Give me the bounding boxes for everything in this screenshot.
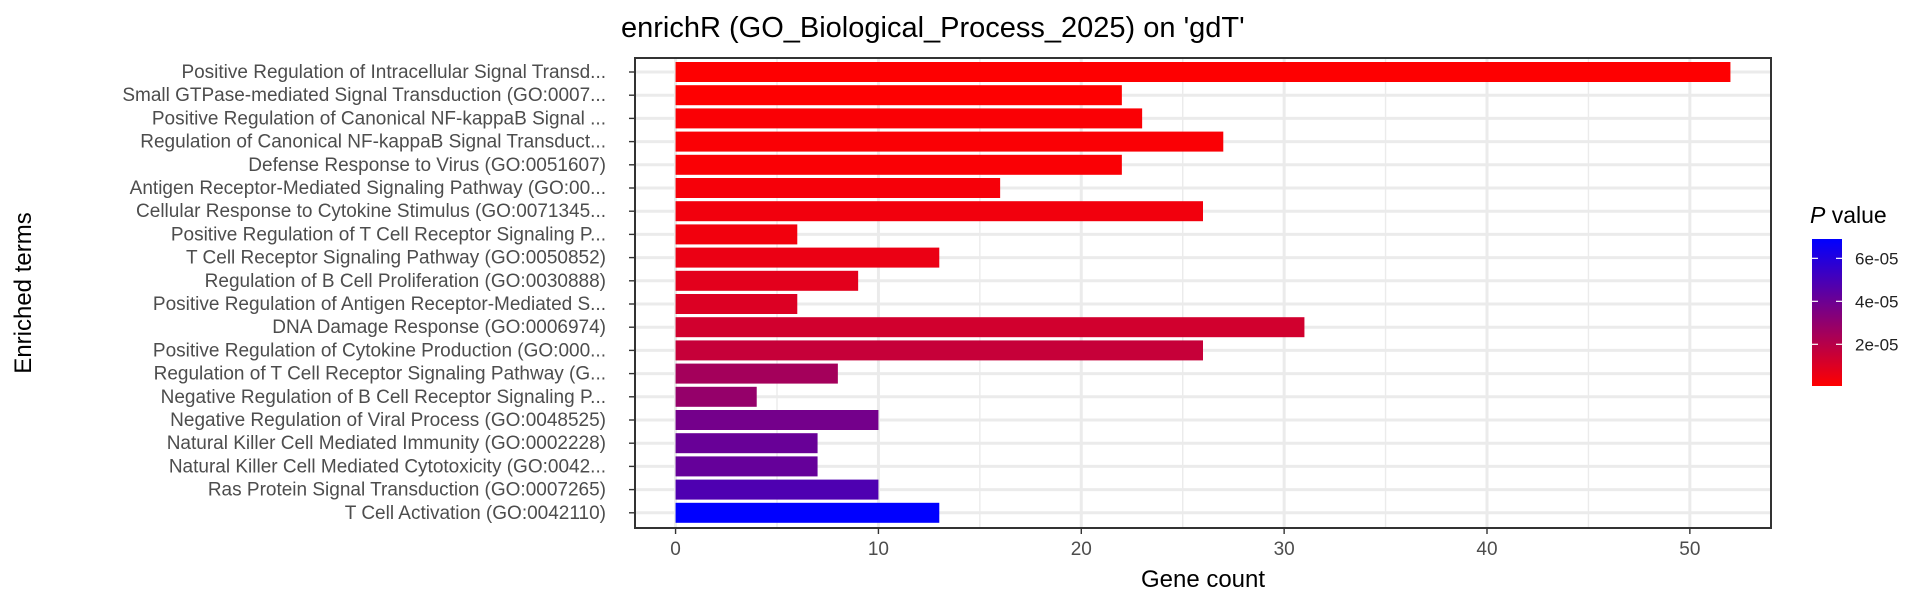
y-tick-label: Defense Response to Virus (GO:0051607): [248, 155, 606, 176]
bar: [675, 386, 757, 407]
y-tick-label: Positive Regulation of Intracellular Sig…: [181, 62, 606, 83]
y-tick-label: Natural Killer Cell Mediated Cytotoxicit…: [169, 456, 606, 477]
y-tick-label: Natural Killer Cell Mediated Immunity (G…: [167, 433, 606, 454]
legend-label: 2e-05: [1855, 335, 1898, 354]
y-tick-label: T Cell Activation (GO:0042110): [345, 503, 606, 524]
chart-title: enrichR (GO_Biological_Process_2025) on …: [621, 12, 1245, 44]
y-tick-label: Regulation of T Cell Receptor Signaling …: [154, 364, 606, 385]
bar: [675, 224, 798, 245]
legend-label: 6e-05: [1855, 249, 1898, 268]
bar: [675, 340, 1203, 361]
legend-ticks: [1812, 257, 1842, 345]
bar: [675, 154, 1122, 175]
legend-title-rest: value: [1825, 202, 1886, 228]
bar: [675, 201, 1203, 222]
x-tick-label: 20: [1071, 539, 1092, 560]
y-tick-label: Positive Regulation of Canonical NF-kapp…: [152, 108, 606, 129]
y-tick-label: Positive Regulation of Cytokine Producti…: [153, 340, 606, 361]
bar: [675, 85, 1122, 106]
x-axis-title: Gene count: [1141, 566, 1265, 593]
bar: [675, 178, 1001, 198]
x-tick-label: 50: [1679, 539, 1700, 560]
x-axis-ticks: [674, 528, 1691, 534]
legend-label: 4e-05: [1855, 292, 1898, 311]
bar: [675, 131, 1224, 152]
legend: P value 6e-05 4e-05 2e-05: [1810, 202, 1898, 386]
bar: [675, 479, 879, 500]
bar: [675, 456, 818, 477]
bar: [675, 294, 798, 314]
legend-title-italic: P: [1810, 202, 1826, 228]
x-tick-label: 10: [868, 539, 889, 560]
bar: [675, 410, 879, 430]
y-tick-label: T Cell Receptor Signaling Pathway (GO:00…: [186, 248, 606, 269]
bar: [675, 363, 838, 384]
y-tick-label: Positive Regulation of T Cell Receptor S…: [171, 224, 606, 245]
y-tick-label: Ras Protein Signal Transduction (GO:0007…: [208, 480, 606, 501]
y-tick-label: Negative Regulation of Viral Process (GO…: [170, 410, 606, 431]
bar: [675, 108, 1143, 129]
legend-labels: 6e-05 4e-05 2e-05: [1855, 249, 1898, 354]
x-axis-labels: 0 10 20 30 40 50: [670, 539, 1700, 560]
bar: [675, 247, 940, 268]
x-tick-label: 40: [1476, 539, 1497, 560]
y-tick-label: Cellular Response to Cytokine Stimulus (…: [136, 201, 606, 222]
bars-group: [675, 62, 1731, 523]
legend-title: P value: [1810, 202, 1887, 228]
y-tick-label: Positive Regulation of Antigen Receptor-…: [153, 294, 606, 315]
y-tick-label: Regulation of B Cell Proliferation (GO:0…: [205, 271, 606, 292]
plot-panel-border: [634, 57, 1772, 529]
y-tick-label: Negative Regulation of B Cell Receptor S…: [161, 387, 606, 408]
x-tick-label: 30: [1274, 539, 1295, 560]
y-axis-labels: Positive Regulation of Intracellular Sig…: [122, 62, 606, 524]
y-tick-label: Antigen Receptor-Mediated Signaling Path…: [130, 178, 606, 199]
y-tick-label: DNA Damage Response (GO:0006974): [272, 317, 606, 338]
bar: [675, 62, 1731, 82]
bar: [675, 433, 818, 454]
bar: [675, 317, 1305, 338]
y-tick-label: Regulation of Canonical NF-kappaB Signal…: [140, 132, 606, 153]
bar: [675, 502, 940, 523]
y-axis-title: Enriched terms: [10, 212, 37, 373]
y-axis-ticks: [629, 71, 635, 514]
x-tick-label: 0: [670, 539, 681, 560]
y-tick-label: Small GTPase-mediated Signal Transductio…: [122, 85, 606, 106]
bar: [675, 270, 859, 291]
legend-colorbar: [1812, 239, 1842, 386]
